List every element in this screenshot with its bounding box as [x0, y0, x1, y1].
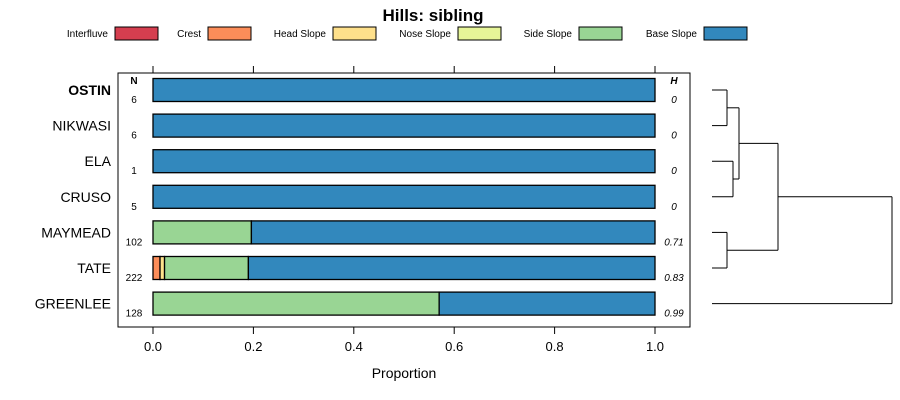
n-value-nikwasi: 6 — [131, 131, 137, 142]
legend-swatch-head-slope — [332, 26, 377, 41]
legend-swatch-side-slope — [578, 26, 623, 41]
category-label-nikwasi: NIKWASI — [52, 118, 111, 134]
n-value-ela: 1 — [131, 166, 137, 177]
x-tick-label-0-0: 0.0 — [144, 339, 162, 354]
x-axis-label: Proportion — [372, 365, 437, 381]
bar-segment-tate-base-slope — [247, 255, 656, 281]
legend-swatch-interfluve — [114, 26, 159, 41]
h-value-cruso: 0 — [671, 202, 677, 213]
category-label-greenlee: GREENLEE — [35, 296, 111, 312]
category-label-ela: ELA — [85, 153, 112, 169]
x-tick-label-1-0: 1.0 — [646, 339, 664, 354]
plot-frame — [117, 72, 691, 328]
legend-swatch-base-slope — [703, 26, 748, 41]
bar-segment-greenlee-base-slope — [438, 291, 656, 316]
n-value-tate: 222 — [126, 273, 143, 284]
bar-segment-greenlee-side-slope — [152, 291, 440, 316]
chart-title: Hills: sibling — [382, 6, 483, 25]
x-axis: 0.0 0.2 0.4 0.6 0.8 1.0 — [144, 66, 664, 354]
category-label-maymead: MAYMEAD — [41, 224, 111, 240]
n-value-maymead: 102 — [126, 237, 143, 248]
n-value-ostin: 6 — [131, 95, 137, 106]
bar-segment-tate-side-slope — [163, 255, 250, 281]
x-tick-label-0-8: 0.8 — [546, 339, 564, 354]
n-header: N — [130, 76, 137, 87]
bar-segment-tate-head-slope — [159, 255, 166, 281]
h-value-maymead: 0.71 — [664, 237, 683, 248]
h-header: H — [670, 76, 678, 87]
bar-segment-maymead-side-slope — [152, 220, 253, 245]
h-values: 0 0 0 0 0.71 0.83 0.99 — [664, 95, 684, 320]
h-value-greenlee: 0.99 — [664, 309, 684, 320]
category-label-cruso: CRUSO — [60, 189, 111, 205]
bar-segment-cruso-base-slope — [152, 184, 656, 209]
legend-label-side-slope: Side Slope — [524, 29, 573, 40]
x-tick-label-0-6: 0.6 — [445, 339, 463, 354]
legend: Interfluve Crest Head Slope Nose Slope Side … — [67, 26, 748, 41]
legend-label-crest: Crest — [177, 29, 201, 40]
n-value-greenlee: 128 — [126, 309, 143, 320]
legend-label-nose-slope: Nose Slope — [399, 29, 451, 40]
h-value-nikwasi: 0 — [671, 131, 677, 142]
n-values: 6 6 1 5 102 222 128 — [126, 95, 143, 320]
bars — [152, 77, 656, 316]
h-value-tate: 0.83 — [664, 273, 684, 284]
bar-segment-maymead-base-slope — [250, 220, 656, 245]
h-value-ela: 0 — [671, 166, 677, 177]
bar-segment-nikwasi-base-slope — [152, 113, 656, 138]
legend-label-interfluve: Interfluve — [67, 29, 109, 40]
h-value-ostin: 0 — [671, 95, 677, 106]
category-labels: OSTIN NIKWASI ELA CRUSO MAYMEAD TATE GREENLEE — [35, 82, 112, 312]
x-tick-label-0-2: 0.2 — [244, 339, 262, 354]
bar-segment-ela-base-slope — [152, 149, 656, 174]
category-label-tate: TATE — [77, 260, 111, 276]
bar-segment-ostin-base-slope — [152, 77, 656, 103]
legend-label-base-slope: Base Slope — [646, 29, 698, 40]
legend-swatch-crest — [207, 26, 252, 41]
legend-swatch-nose-slope — [457, 26, 502, 41]
x-tick-label-0-4: 0.4 — [345, 339, 363, 354]
n-value-cruso: 5 — [131, 202, 137, 213]
bar-segment-tate-crest — [152, 255, 161, 281]
category-label-ostin: OSTIN — [68, 82, 111, 98]
dendrogram — [712, 89, 893, 305]
legend-label-head-slope: Head Slope — [274, 29, 327, 40]
